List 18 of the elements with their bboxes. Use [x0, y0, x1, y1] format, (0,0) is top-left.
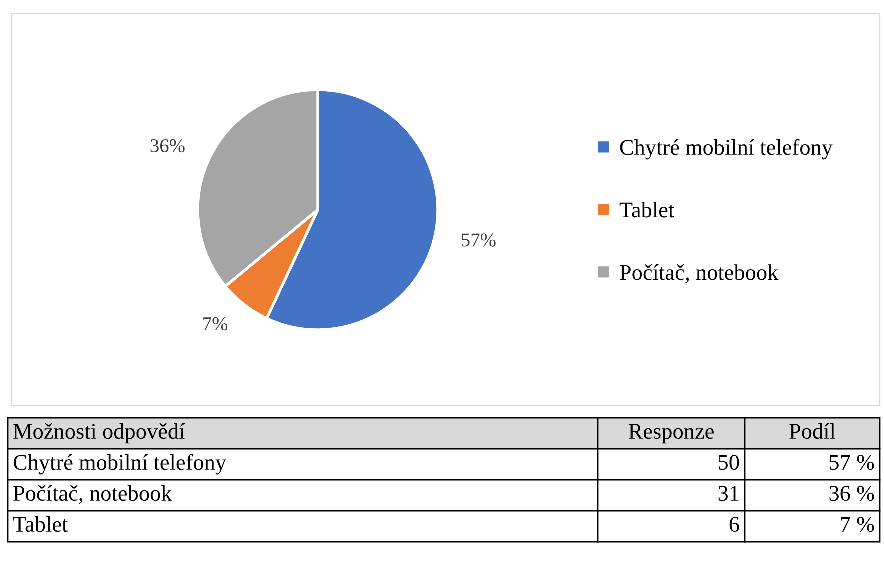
legend-label: Tablet	[620, 202, 675, 218]
text: Možnosti odpovědí	[14, 423, 185, 444]
data-label: 57 %	[830, 455, 874, 470]
category-label: Počítač, notebook	[14, 485, 172, 504]
data-label: 50	[719, 455, 740, 470]
data-label: 7%	[204, 317, 228, 331]
category-label: Tablet	[13, 516, 68, 532]
data-label: 36 %	[830, 486, 874, 502]
legend-label: Chytré mobilní telefony	[620, 139, 833, 160]
series-label: Podíl	[790, 423, 836, 440]
category-label: Chytré mobilní telefony	[14, 454, 226, 475]
series-label: Responze	[628, 424, 714, 444]
data-label: 36%	[150, 139, 185, 153]
data-label: 57%	[462, 234, 496, 247]
data-label: 31	[718, 486, 739, 502]
legend-label: Počítač, notebook	[620, 264, 779, 284]
data-label: 6	[730, 517, 740, 532]
data-label: 7 %	[841, 517, 874, 532]
